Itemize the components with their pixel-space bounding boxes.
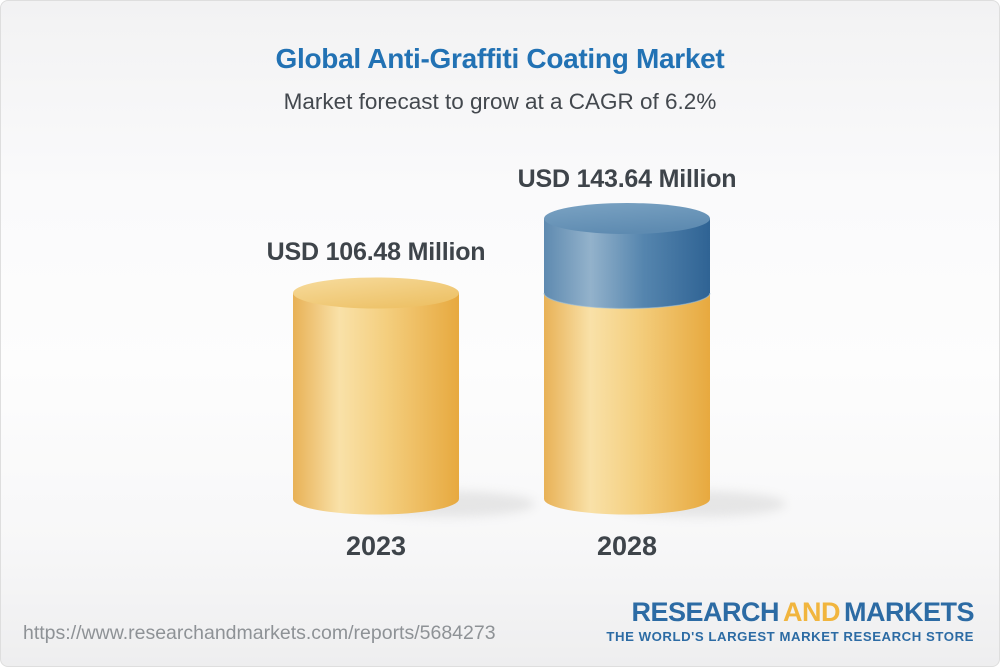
category-label-2028: 2028 bbox=[596, 531, 658, 561]
logo-word-markets: MARKETS bbox=[844, 597, 975, 627]
bar-2028-cylinder bbox=[543, 203, 711, 515]
bar-2028-gold-segment bbox=[544, 293, 710, 515]
report-url-link[interactable]: https://www.researchandmarkets.com/repor… bbox=[23, 622, 496, 644]
research-and-markets-logo: RESEARCH AND MARKETS THE WORLD'S LARGEST M… bbox=[606, 597, 975, 644]
value-label-2023: USD 106.48 Million bbox=[266, 238, 486, 266]
value-label-2028: USD 143.64 Million bbox=[517, 165, 737, 193]
logo-word-research: RESEARCH bbox=[631, 597, 779, 627]
chart-subtitle: Market forecast to grow at a CAGR of 6.2… bbox=[283, 89, 717, 114]
logo-wordmark: RESEARCH AND MARKETS bbox=[606, 597, 975, 628]
category-label-2023: 2023 bbox=[345, 531, 407, 561]
logo-word-and: AND bbox=[783, 597, 841, 627]
chart-title: Global Anti-Graffiti Coating Market bbox=[275, 43, 725, 74]
bar-2023-cylinder bbox=[293, 277, 459, 515]
bar-2028-blue-segment bbox=[544, 218, 710, 309]
logo-tagline: THE WORLD'S LARGEST MARKET RESEARCH STOR… bbox=[606, 628, 974, 644]
